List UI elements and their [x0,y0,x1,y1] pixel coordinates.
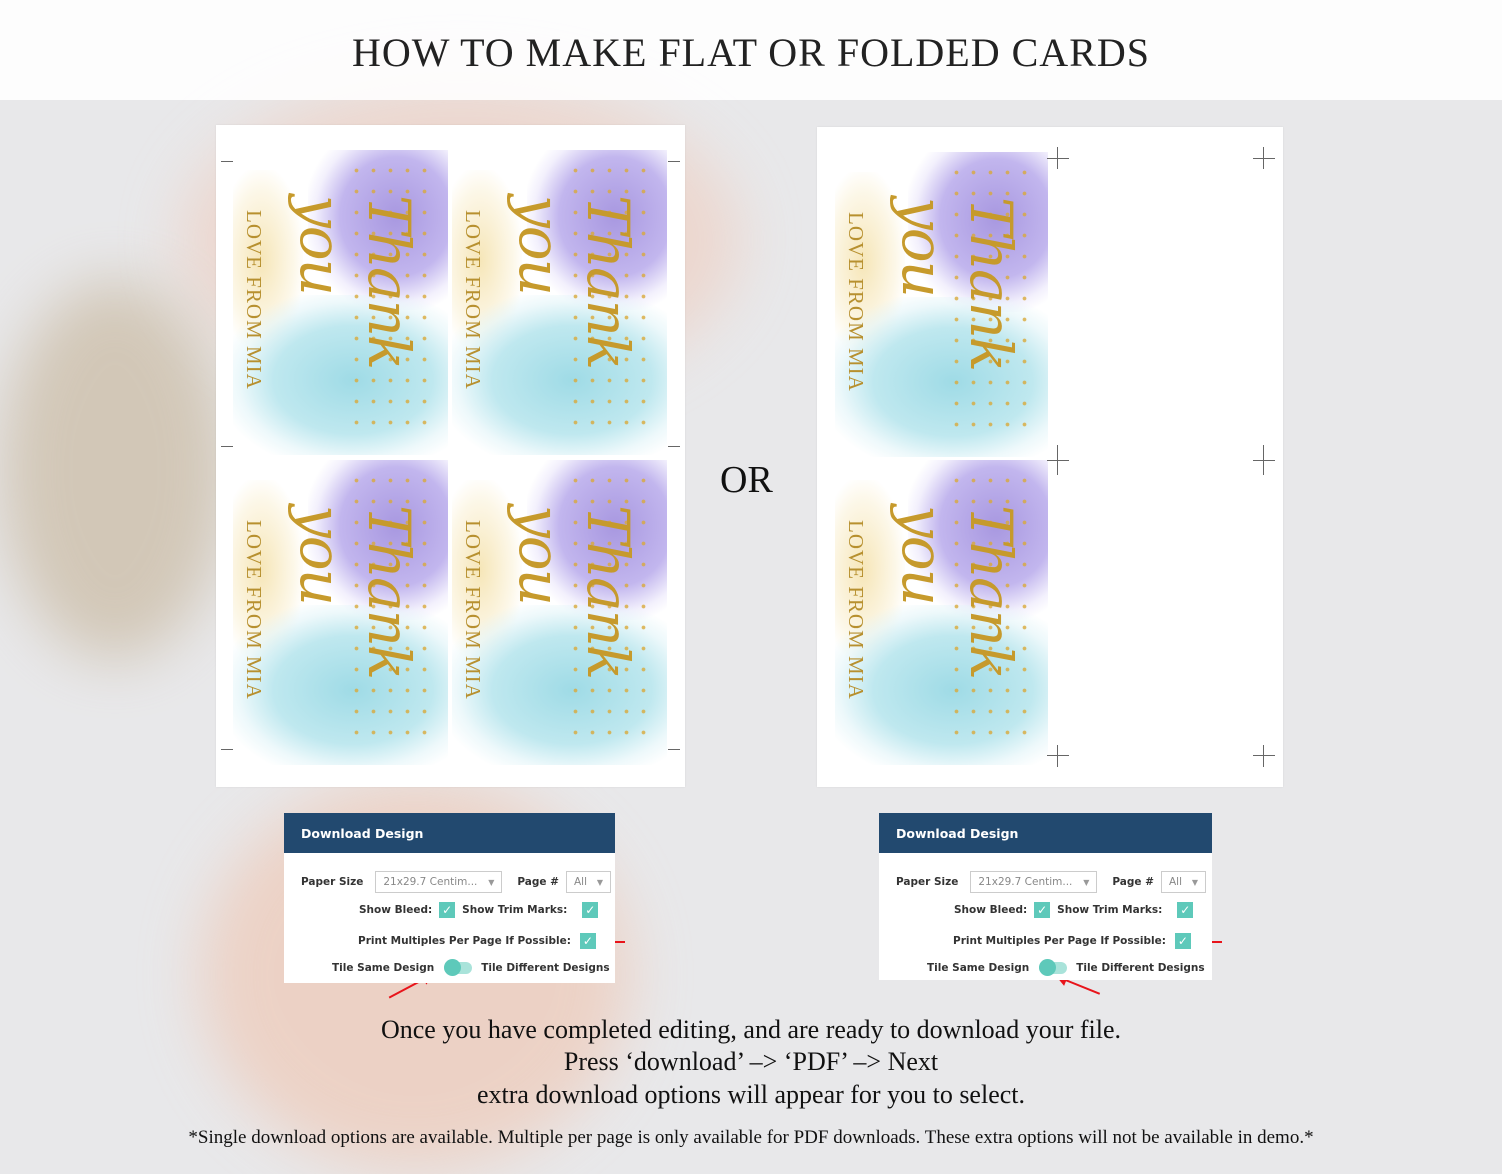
download-design-dialog: Download Design Paper Size 21x29.7 Centi… [879,813,1212,980]
folded-cards-sheet: LOVE FROM MIA Thank you LOVE FROM MIA Th… [817,127,1283,787]
gold-flakes [567,160,657,430]
paper-size-label: Paper Size [301,876,364,888]
tile-diff-label: Tile Different Designs [1076,962,1205,974]
download-design-dialog: Download Design Paper Size 21x29.7 Centi… [284,813,615,983]
paper-size-select[interactable]: 21x29.7 Centim... ▼ [375,871,503,893]
title-band: HOW TO MAKE FLAT OR FOLDED CARDS [0,0,1502,100]
page-label: Page # [517,876,559,888]
card-script-text: Thank you [889,197,1025,371]
card-preview: LOVE FROM MIA Thank you [452,460,667,765]
dialog-header: Download Design [879,813,1212,853]
card-name-text: LOVE FROM MIA [844,212,868,392]
flat-cards-sheet: LOVE FROM MIA Thank you LOVE FROM MIA Th… [216,125,685,787]
tile-diff-label: Tile Different Designs [481,962,610,974]
caret-down-icon: ▼ [1083,877,1090,887]
card-name-text: LOVE FROM MIA [242,210,266,390]
show-bleed-label: Show Bleed: [359,904,433,916]
card-preview: LOVE FROM MIA Thank you [452,150,667,455]
gold-flakes [348,160,438,430]
gold-flakes [948,162,1038,432]
instruction-line-2: Press ‘download’ –> ‘PDF’ –> Next [563,1047,939,1076]
show-trim-checkbox[interactable]: ✓ [1177,902,1194,918]
caret-down-icon: ▼ [1191,877,1198,887]
footnote: *Single download options are available. … [188,1127,1314,1148]
card-script-text: Thank you [287,195,423,369]
multiples-checkbox[interactable]: ✓ [579,933,596,949]
dialog-header: Download Design [284,813,615,853]
caret-down-icon: ▼ [488,877,495,887]
trim-mark [668,161,680,162]
multiples-checkbox[interactable]: ✓ [1174,933,1191,949]
tile-same-label: Tile Same Design [927,962,1030,974]
page-value: All [573,876,587,888]
trim-mark [221,446,233,447]
show-trim-checkbox[interactable]: ✓ [582,902,599,918]
trim-mark [668,446,680,447]
trim-mark [668,749,680,750]
caret-down-icon: ▼ [596,877,603,887]
page-value: All [1168,876,1182,888]
card-script-text: Thank you [506,195,642,369]
trim-mark [221,161,233,162]
card-preview: LOVE FROM MIA Thank you [233,460,448,765]
paper-size-label: Paper Size [896,876,959,888]
show-trim-label: Show Trim Marks: [462,904,568,916]
page-select[interactable]: All ▼ [1160,871,1206,893]
trim-mark [1253,460,1275,461]
card-name-text: LOVE FROM MIA [461,210,485,390]
or-label: OR [720,459,773,501]
trim-mark [1047,460,1069,461]
page-label: Page # [1112,876,1154,888]
card-script-text: Thank you [889,505,1025,679]
tile-mode-toggle[interactable] [1039,959,1068,976]
background-leaves [0,280,230,660]
trim-mark [1263,745,1264,767]
toggle-knob [444,959,462,976]
trim-mark [1057,745,1058,767]
card-script-text: Thank you [506,505,642,679]
show-bleed-checkbox[interactable]: ✓ [1034,902,1051,918]
card-name-text: LOVE FROM MIA [844,520,868,700]
paper-size-value: 21x29.7 Centim... [383,876,478,888]
gold-flakes [348,470,438,740]
card-name-text: LOVE FROM MIA [461,520,485,700]
card-preview: LOVE FROM MIA Thank you [233,150,448,455]
show-bleed-label: Show Bleed: [954,904,1028,916]
multiples-label: Print Multiples Per Page If Possible: [953,935,1166,947]
tile-same-label: Tile Same Design [332,962,435,974]
gold-flakes [948,470,1038,740]
gold-flakes [567,470,657,740]
instruction-line-3: extra download options will appear for y… [476,1080,1026,1109]
paper-size-select[interactable]: 21x29.7 Centim... ▼ [970,871,1098,893]
show-trim-label: Show Trim Marks: [1057,904,1163,916]
instruction-line-1: Once you have completed editing, and are… [380,1015,1122,1044]
trim-mark [1047,158,1069,159]
card-script-text: Thank you [287,505,423,679]
paper-size-value: 21x29.7 Centim... [978,876,1073,888]
card-name-text: LOVE FROM MIA [242,520,266,700]
card-preview: LOVE FROM MIA Thank you [835,152,1048,457]
tile-mode-toggle[interactable] [444,959,473,976]
toggle-knob [1039,959,1057,976]
show-bleed-checkbox[interactable]: ✓ [439,902,456,918]
trim-mark [1047,755,1069,756]
trim-mark [1253,158,1275,159]
trim-mark [1253,755,1275,756]
trim-mark [221,749,233,750]
multiples-label: Print Multiples Per Page If Possible: [358,935,571,947]
page-title: HOW TO MAKE FLAT OR FOLDED CARDS [351,29,1150,75]
card-preview: LOVE FROM MIA Thank you [835,460,1048,765]
page-select[interactable]: All ▼ [565,871,611,893]
